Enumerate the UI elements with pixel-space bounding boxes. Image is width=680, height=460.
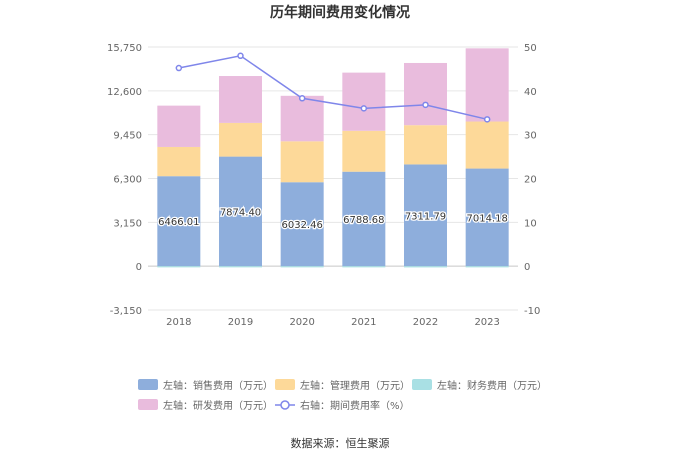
bar-segment-2 xyxy=(465,121,509,169)
bar-segment-1 xyxy=(157,176,201,267)
bar-segment-1 xyxy=(404,164,447,267)
y-right-tick-label: 50 xyxy=(524,43,537,54)
bar-value-label: 7874.40 xyxy=(220,207,261,218)
line-point xyxy=(237,52,244,60)
y-left-tick-label: 12,600 xyxy=(107,87,142,98)
bar-segment-2 xyxy=(280,141,324,183)
chart-title: 历年期间费用变化情况 xyxy=(270,4,410,21)
x-tick-label: 2022 xyxy=(413,317,438,328)
bar-value-label: 6788.68 xyxy=(343,215,384,226)
bar-segment-4 xyxy=(157,105,201,147)
y-left-tick-label: 3,150 xyxy=(113,218,142,229)
line-path xyxy=(178,54,488,121)
bar-segment-3 xyxy=(157,266,201,268)
line-point xyxy=(483,116,491,123)
line-point xyxy=(175,64,183,72)
bar-value-label: 7014.18 xyxy=(466,213,507,224)
bar-segment-2 xyxy=(342,130,386,172)
x-tick-label: 2023 xyxy=(474,317,499,328)
bar-segment-2 xyxy=(219,122,262,157)
grid xyxy=(148,46,518,311)
y-left-tick-label: -3,150 xyxy=(110,306,142,317)
y-right-tick-label: 40 xyxy=(524,87,537,98)
x-tick-label: 2019 xyxy=(228,317,253,328)
bar-value-label: 6466.01 xyxy=(158,217,199,228)
source-note: 数据来源：恒生聚源 xyxy=(291,436,390,450)
y-left-tick-label: 15,750 xyxy=(107,43,142,54)
legend-label: 右轴：期间费用率（%） xyxy=(300,399,410,412)
bar-segment-3 xyxy=(342,266,386,268)
bar-segment-2 xyxy=(157,146,201,177)
y-left-tick-label: 0 xyxy=(136,262,142,273)
bar-value-label: 6032.46 xyxy=(281,220,322,231)
y-right-tick-label: 10 xyxy=(524,218,537,229)
x-axis: 2018 2019 2020 2021 2022 2023 xyxy=(166,317,500,328)
legend-swatch xyxy=(275,379,295,390)
legend-label: 左轴：销售费用（万元） xyxy=(163,379,273,392)
line-point xyxy=(360,105,368,112)
y-axis-left: -3,150 0 3,150 6,300 9,450 12,600 15,750 xyxy=(107,43,142,317)
legend-swatch xyxy=(138,379,158,390)
x-tick-label: 2021 xyxy=(351,317,376,328)
line-series xyxy=(175,52,491,123)
y-left-tick-label: 9,450 xyxy=(113,131,142,142)
bars xyxy=(157,48,509,268)
y-right-tick-label: 30 xyxy=(524,131,537,142)
legend-swatch xyxy=(412,379,432,390)
y-left-tick-label: 6,300 xyxy=(113,175,142,186)
y-axis-right: -10 0 10 20 30 40 50 xyxy=(524,43,540,317)
legend: 左轴：销售费用（万元） 左轴：管理费用（万元） 左轴：财务费用（万元） 左轴：研发费用… xyxy=(138,379,547,412)
bar-segment-4 xyxy=(219,76,262,123)
bar-segment-1 xyxy=(342,171,386,267)
bar-segment-4 xyxy=(280,95,324,142)
legend-swatch xyxy=(138,399,158,410)
bar-segment-1 xyxy=(219,156,262,267)
y-right-tick-label: 20 xyxy=(524,175,537,186)
bar-labels: 6466.01 7874.40 6032.46 6788.68 7311.79 7014.… xyxy=(157,206,509,232)
x-tick-label: 2020 xyxy=(289,317,314,328)
bar-value-label: 7311.79 xyxy=(405,211,446,222)
bar-segment-4 xyxy=(342,72,386,131)
bar-segment-3 xyxy=(280,266,324,268)
x-tick-label: 2018 xyxy=(166,317,191,328)
y-right-tick-label: 0 xyxy=(524,262,530,273)
bar-segment-4 xyxy=(465,48,509,122)
bar-segment-3 xyxy=(404,266,447,268)
bar-segment-3 xyxy=(219,266,262,268)
bar-segment-1 xyxy=(280,182,324,267)
line-point xyxy=(422,101,429,109)
bar-segment-3 xyxy=(465,266,509,268)
bar-segment-4 xyxy=(404,62,447,126)
bar-segment-1 xyxy=(465,168,509,267)
line-point xyxy=(298,95,306,102)
legend-label: 左轴：财务费用（万元） xyxy=(437,379,547,392)
legend-label: 左轴：管理费用（万元） xyxy=(300,379,410,392)
bar-segment-2 xyxy=(404,125,447,165)
legend-label: 左轴：研发费用（万元） xyxy=(163,399,273,412)
legend-swatch-marker xyxy=(280,400,290,410)
y-right-tick-label: -10 xyxy=(524,306,540,317)
